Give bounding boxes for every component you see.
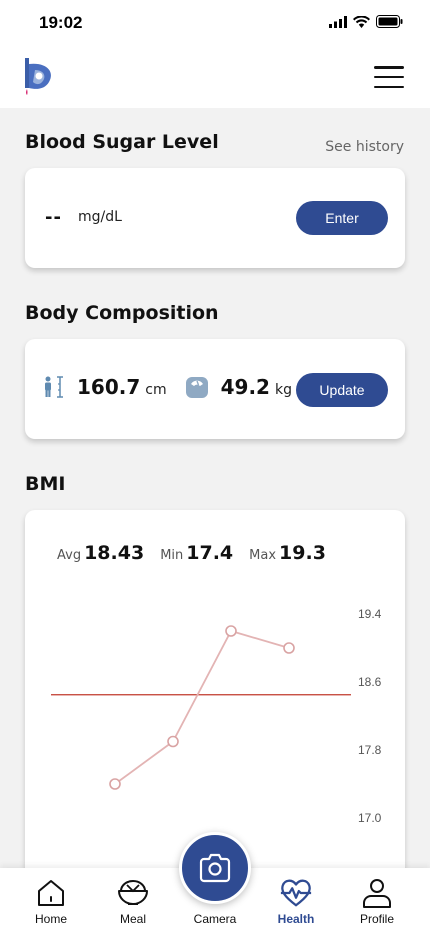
- status-time: 19:02: [39, 13, 83, 32]
- battery-icon: [376, 15, 403, 28]
- bmi-chart: 19.4 18.6 17.8 17.0: [51, 607, 382, 825]
- bmi-max-label: Max: [249, 548, 277, 563]
- body-composition-card: 160.7 cm 49.2 kg Update: [25, 339, 405, 439]
- bmi-data-point[interactable]: [167, 735, 179, 748]
- home-icon: [34, 876, 68, 910]
- nav-camera-label: Camera: [193, 912, 237, 926]
- heart-pulse-icon: [279, 876, 313, 910]
- menu-line: [374, 75, 404, 79]
- nav-profile[interactable]: Profile: [337, 868, 417, 932]
- bmi-max-value: 19.3: [279, 542, 326, 564]
- blood-sugar-title: Blood Sugar Level: [25, 131, 219, 153]
- height-value: 160.7: [77, 375, 141, 399]
- bmi-data-point[interactable]: [283, 642, 295, 654]
- nav-health[interactable]: Health: [256, 868, 336, 932]
- body-composition-values: 160.7 cm 49.2 kg: [43, 375, 292, 399]
- body-composition-title: Body Composition: [25, 302, 219, 324]
- bmi-avg-label: Avg: [57, 548, 82, 563]
- status-bar: 19:02: [0, 0, 430, 48]
- profile-icon: [360, 876, 394, 910]
- camera-icon: [199, 853, 231, 883]
- nav-profile-label: Profile: [359, 912, 394, 926]
- nav-home-label: Home: [34, 912, 67, 926]
- bmi-min-value: 17.4: [186, 542, 234, 564]
- weight-icon: [185, 377, 208, 398]
- bmi-data-point[interactable]: [109, 778, 121, 790]
- weight-unit: kg: [274, 382, 292, 398]
- camera-button[interactable]: [179, 832, 251, 904]
- y-tick-label: 17.0: [358, 811, 382, 825]
- update-button[interactable]: Update: [296, 373, 388, 407]
- nav-home[interactable]: Home: [11, 868, 91, 932]
- see-history-link[interactable]: See history: [325, 139, 404, 155]
- app-logo-icon[interactable]: [23, 56, 55, 96]
- nav-meal-label: Meal: [119, 912, 146, 926]
- height-icon: [45, 376, 63, 398]
- signal-icon: [329, 15, 347, 28]
- blood-sugar-unit: mg/dL: [78, 209, 122, 225]
- bmi-series-line: [114, 629, 290, 785]
- bmi-stats: Avg 18.43 Min 17.4 Max 19.3: [57, 542, 342, 564]
- menu-line: [374, 66, 404, 69]
- enter-button[interactable]: Enter: [296, 201, 388, 235]
- meal-bowl-icon: [116, 876, 150, 910]
- bmi-avg-value: 18.43: [84, 542, 145, 564]
- bmi-data-point[interactable]: [225, 625, 237, 637]
- blood-sugar-card: -- mg/dL Enter: [25, 168, 405, 268]
- wifi-icon: [353, 15, 370, 28]
- status-icons: [329, 15, 403, 28]
- blood-sugar-value: --: [45, 207, 62, 228]
- y-tick-label: 19.4: [358, 607, 382, 621]
- bmi-min-label: Min: [160, 548, 184, 563]
- nav-health-label: Health: [277, 912, 315, 926]
- nav-camera[interactable]: Camera: [175, 868, 255, 932]
- bmi-title: BMI: [25, 473, 66, 495]
- app-header: [0, 48, 430, 108]
- nav-meal[interactable]: Meal: [93, 868, 173, 932]
- weight-value: 49.2: [220, 375, 270, 399]
- menu-line: [374, 85, 404, 88]
- y-tick-label: 18.6: [358, 675, 382, 689]
- y-tick-label: 17.8: [358, 743, 382, 757]
- hamburger-menu-icon[interactable]: [374, 64, 404, 90]
- height-unit: cm: [145, 382, 167, 398]
